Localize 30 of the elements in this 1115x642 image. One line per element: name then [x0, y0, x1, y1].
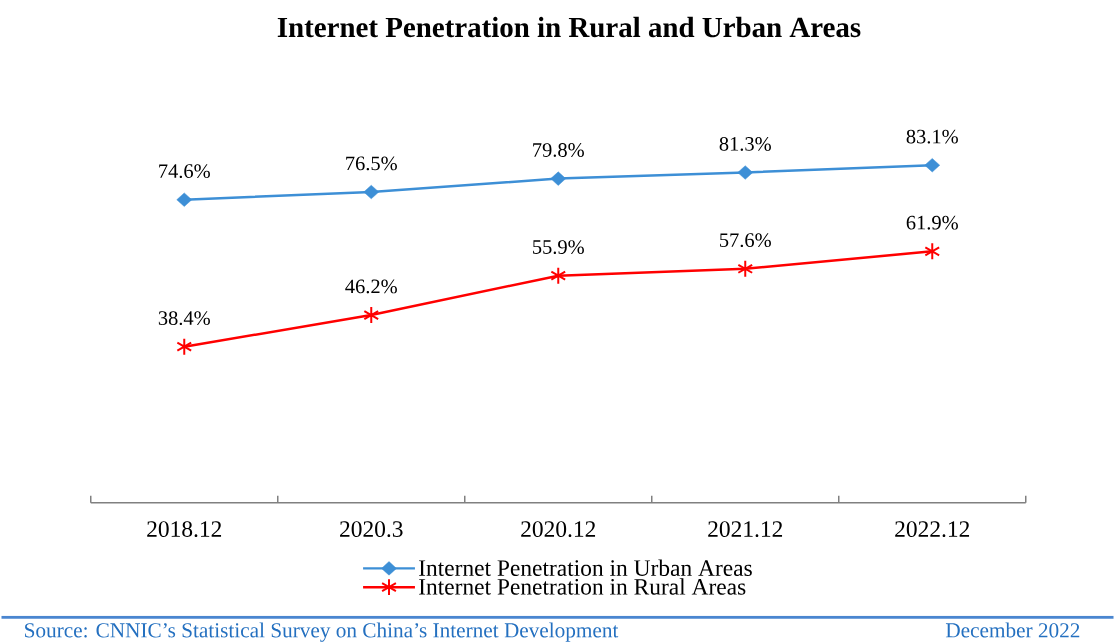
point [363, 184, 379, 199]
x-tick-label: 2020.3 [340, 521, 403, 537]
text: December 2022 [945, 622, 1080, 638]
chart-title: Internet Penetration in Rural and Urban Areas [277, 16, 861, 38]
point [737, 165, 753, 180]
x-tick-label: 2021.12 [708, 521, 783, 537]
x-tick-label: 2022.12 [895, 521, 970, 537]
data-label: 55.9% [533, 240, 584, 254]
point [176, 337, 193, 356]
point [550, 171, 566, 186]
data-label: 57.6% [720, 233, 771, 247]
data-label: 46.2% [345, 279, 397, 294]
data-label: 79.8% [533, 142, 584, 157]
data-label: 81.3% [719, 136, 771, 151]
data-label: 74.6% [159, 164, 210, 178]
data-label: 76.5% [346, 156, 397, 171]
point [176, 192, 192, 207]
point [737, 259, 754, 278]
x-tick-label: 2018.12 [147, 521, 222, 537]
data-label: 83.1% [906, 129, 958, 144]
point [363, 305, 380, 324]
data-label: 61.9% [906, 215, 958, 230]
point [924, 242, 941, 261]
legend-label: Internet Penetration in Urban Areas [419, 559, 752, 576]
source-note: Source: CNNIC’s Statistical Survey on China’s Internet Development [25, 622, 619, 642]
point [924, 158, 940, 173]
point [550, 266, 567, 285]
data-label: 38.4% [158, 311, 210, 325]
x-tick-label: 2020.12 [521, 521, 596, 537]
legend-label: Internet Penetration in Rural Areas [419, 578, 746, 595]
